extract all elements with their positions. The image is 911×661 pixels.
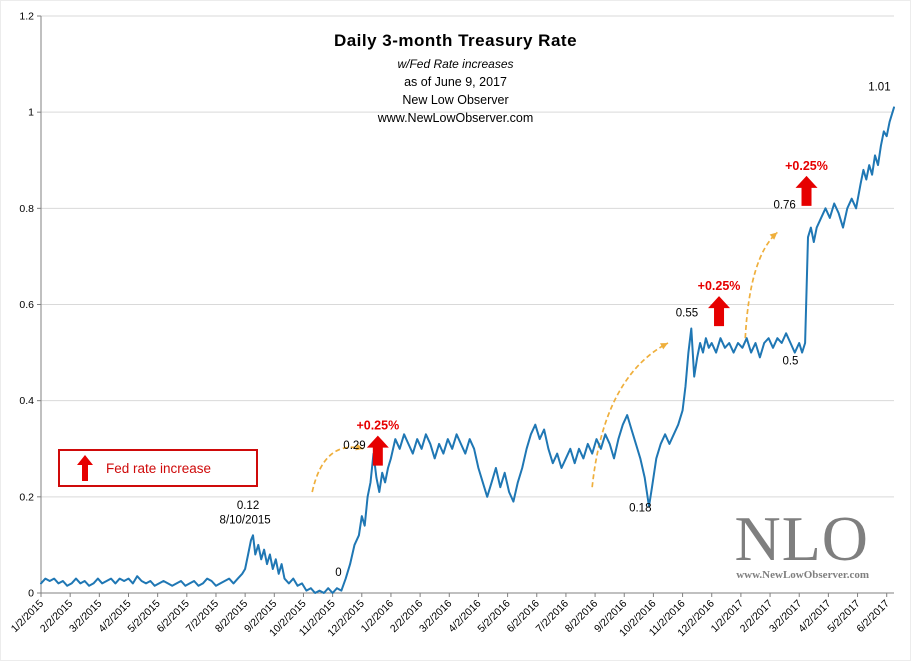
fed-rate-increase-label: +0.25%: [785, 159, 828, 173]
trend-arrow: [591, 342, 669, 488]
point-label: 0.12: [237, 500, 259, 512]
fed-rate-up-arrow-icon: [77, 455, 93, 481]
trend-arrowhead: [659, 342, 668, 350]
point-label: 1.01: [868, 82, 890, 94]
point-label: 0.18: [629, 502, 651, 514]
y-tick-label: 1: [28, 107, 34, 119]
fed-rate-increase-arrow: [708, 296, 731, 327]
point-label: 0: [335, 567, 341, 579]
fed-rate-increase-arrow: [795, 175, 818, 206]
y-tick-label: 0.8: [19, 203, 34, 215]
point-label: 0.5: [782, 356, 798, 368]
legend-label: Fed rate increase: [106, 460, 212, 476]
trend-arrowhead: [769, 232, 778, 240]
y-tick-label: 0: [28, 588, 34, 600]
y-tick-label: 1.2: [19, 11, 34, 23]
trend-arrowhead: [355, 443, 364, 451]
y-tick-label: 0.4: [19, 395, 34, 407]
x-tick-label: 6/2/2017: [854, 598, 891, 635]
trend-arrow: [744, 231, 778, 339]
trend-arrow: [311, 446, 364, 493]
legend-fed-rate-increase: Fed rate increase: [58, 449, 258, 487]
point-label: 8/10/2015: [220, 514, 271, 526]
treasury-series-line: [40, 106, 895, 594]
point-label: 0.76: [773, 199, 795, 211]
point-label: 0.29: [343, 440, 365, 452]
fed-rate-increase-arrow: [366, 435, 389, 466]
y-tick-label: 0.6: [19, 299, 34, 311]
y-tick-label: 0.2: [19, 491, 34, 503]
fed-rate-increase-label: +0.25%: [698, 279, 741, 293]
fed-rate-increase-label: +0.25%: [356, 419, 399, 433]
point-label: 0.55: [676, 308, 698, 320]
